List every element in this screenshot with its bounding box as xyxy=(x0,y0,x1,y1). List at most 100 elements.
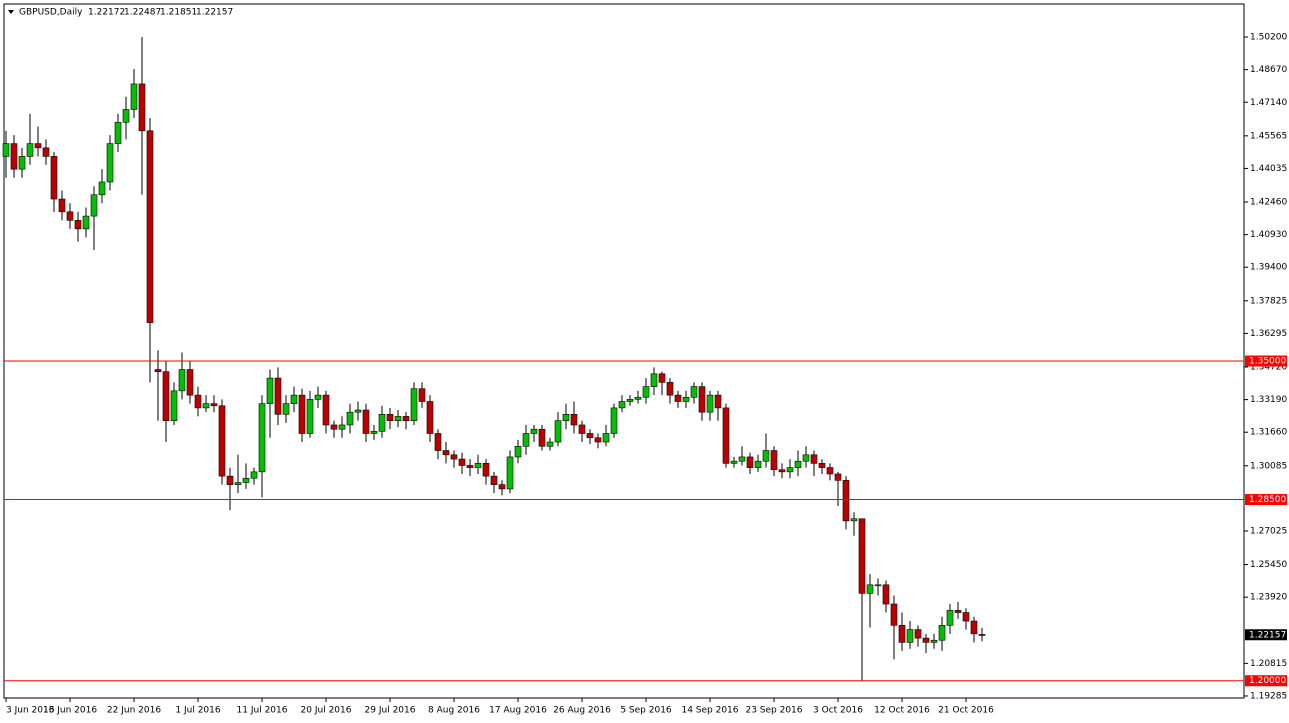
candle-body xyxy=(338,424,346,430)
candle-body xyxy=(386,414,394,421)
candle-body xyxy=(802,454,810,462)
y-tick-label: 1.31660 xyxy=(1250,428,1287,438)
candle-body xyxy=(650,373,658,387)
candle-body xyxy=(922,637,930,643)
candle-body xyxy=(346,411,354,426)
candle-body xyxy=(258,403,266,473)
candle-body xyxy=(618,401,626,409)
candle-body xyxy=(882,584,890,605)
x-tick-label: 5 Sep 2016 xyxy=(620,706,672,716)
candle-body xyxy=(154,369,162,372)
candle-body xyxy=(634,396,642,400)
candle-body xyxy=(754,460,762,468)
candle-body xyxy=(426,401,434,434)
y-tick-label: 1.50200 xyxy=(1250,33,1287,43)
candle-body xyxy=(930,639,938,643)
x-tick-label: 22 Jun 2016 xyxy=(107,706,161,716)
candle-body xyxy=(866,584,874,594)
candle-body xyxy=(450,454,458,460)
candle-body xyxy=(162,371,170,421)
candle-body xyxy=(586,433,594,439)
x-tick-label: 21 Oct 2016 xyxy=(938,706,994,716)
candle-body xyxy=(594,437,602,443)
candle-body xyxy=(410,388,418,421)
candle-body xyxy=(842,480,850,522)
y-tick-label: 1.37825 xyxy=(1250,296,1287,306)
candle-body xyxy=(218,405,226,477)
header-close: 1.22157 xyxy=(196,8,233,18)
y-tick-label: 1.30085 xyxy=(1250,461,1287,471)
level-label-box xyxy=(1245,494,1287,506)
x-tick-label: 23 Sep 2016 xyxy=(745,706,802,716)
candle-body xyxy=(818,463,826,468)
candle-body xyxy=(250,471,258,479)
x-tick-label: 14 Sep 2016 xyxy=(681,706,738,716)
candle-body xyxy=(266,377,274,404)
x-tick-label: 12 Oct 2016 xyxy=(874,706,930,716)
candle-body xyxy=(170,390,178,421)
candle-body xyxy=(322,394,330,426)
candle-body xyxy=(810,454,818,464)
candle-body xyxy=(314,394,322,400)
candle-body xyxy=(306,399,314,434)
candle-body xyxy=(858,518,866,594)
x-tick-label: 29 Jul 2016 xyxy=(365,706,416,716)
candle-body xyxy=(354,409,362,413)
candle-body xyxy=(130,83,138,110)
candle-body xyxy=(538,428,546,447)
header-open: 1.22172 xyxy=(88,8,125,18)
candle-body xyxy=(138,83,146,132)
candle-body xyxy=(706,394,714,413)
x-tick-label: 8 Aug 2016 xyxy=(428,706,480,716)
y-tick-label: 1.44035 xyxy=(1250,164,1287,174)
candle-body xyxy=(682,396,690,402)
candle-body xyxy=(826,467,834,475)
candle-body xyxy=(722,407,730,464)
candle-body xyxy=(482,463,490,477)
menu-arrow[interactable] xyxy=(8,10,14,14)
level-label: 1.28500 xyxy=(1249,495,1286,505)
candle-body xyxy=(402,416,410,421)
candle-body xyxy=(90,194,98,217)
candle-body xyxy=(122,109,130,123)
candle-body xyxy=(874,584,882,587)
candle-body xyxy=(330,424,338,430)
candle-body xyxy=(2,143,10,157)
candle-body xyxy=(58,198,66,213)
candle-body xyxy=(626,399,634,402)
candle-body xyxy=(674,394,682,402)
candle-body xyxy=(906,629,914,643)
candle-body xyxy=(978,634,986,636)
candle-body xyxy=(290,394,298,404)
candle-body xyxy=(418,388,426,402)
y-tick-label: 1.48670 xyxy=(1250,65,1287,75)
candle-body xyxy=(490,475,498,485)
y-tick-label: 1.34720 xyxy=(1250,362,1287,372)
y-tick-label: 1.36295 xyxy=(1250,329,1287,339)
candle-body xyxy=(914,629,922,639)
x-tick-label: 17 Aug 2016 xyxy=(489,706,547,716)
candle-body xyxy=(938,625,946,641)
level-label-box xyxy=(1245,675,1287,687)
candle-body xyxy=(498,484,506,490)
candle-body xyxy=(834,473,842,481)
y-tick-label: 1.19285 xyxy=(1250,691,1287,701)
candle-body xyxy=(546,441,554,447)
candle-body xyxy=(970,620,978,635)
candle-body xyxy=(898,625,906,643)
candle-body xyxy=(578,424,586,434)
candle-body xyxy=(458,458,466,466)
candle-body xyxy=(362,409,370,434)
candle-body xyxy=(18,156,26,170)
candle-body xyxy=(514,445,522,458)
candle-body xyxy=(746,456,754,468)
candle-body xyxy=(698,386,706,413)
x-tick-label: 3 Oct 2016 xyxy=(813,706,863,716)
candle-body xyxy=(114,121,122,144)
candle-body xyxy=(762,450,770,462)
candle-body xyxy=(506,456,514,490)
candle-body xyxy=(394,416,402,421)
y-tick-label: 1.20815 xyxy=(1250,659,1287,669)
candle-body xyxy=(890,603,898,626)
candle-body xyxy=(210,403,218,407)
